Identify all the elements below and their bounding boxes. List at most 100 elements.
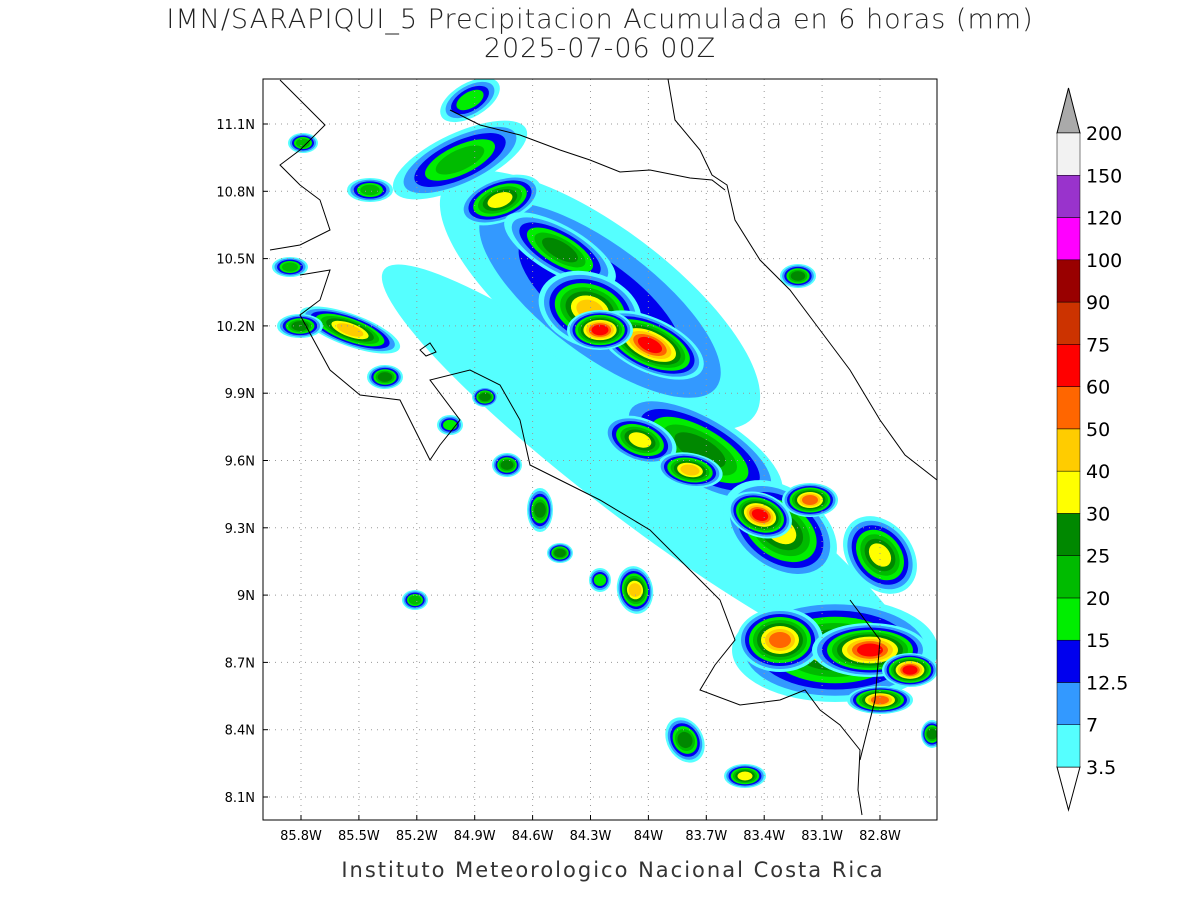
colorbar-label: 100: [1086, 250, 1122, 272]
lat-tick-label: 8.1N: [225, 791, 255, 806]
precip-contour: [593, 574, 607, 586]
colorbar-segment: [1056, 470, 1081, 514]
precip-contour: [737, 771, 753, 781]
pacific-coast: [299, 269, 863, 816]
colorbar-label: 90: [1086, 292, 1110, 314]
lon-tick-label: 83.7W: [685, 829, 727, 844]
precip-contour: [296, 138, 310, 148]
colorbar-label: 7: [1086, 715, 1098, 737]
colorbar-segment: [1056, 386, 1081, 430]
lon-tick-label: 84.6W: [512, 829, 554, 844]
lat-tick-label: 11.1N: [216, 118, 255, 133]
lon-tick-label: 83.1W: [801, 829, 843, 844]
colorbar-label: 120: [1086, 208, 1122, 230]
coastlines: [269, 79, 937, 816]
island: [419, 342, 437, 357]
lon-tick-label: 85.8W: [280, 829, 322, 844]
precip-contour: [479, 392, 491, 402]
lon-tick-label: 84.9W: [454, 829, 496, 844]
colorbar-segment: [1056, 175, 1081, 218]
colorbar-over: [1056, 87, 1081, 134]
border-east: [849, 599, 881, 761]
colorbar-label: 15: [1086, 630, 1110, 652]
precip-contour: [408, 595, 422, 605]
precip-contour: [926, 728, 937, 740]
precip-contour: [790, 271, 806, 281]
precip-contour: [868, 543, 892, 567]
colorbar-label: 3.5: [1086, 757, 1116, 779]
precip-contour: [680, 464, 700, 476]
colorbar-label: 25: [1086, 546, 1110, 568]
precip-contour: [802, 495, 818, 505]
precip-contour: [542, 237, 578, 263]
map-subtitle: 2025-07-06 00Z: [484, 33, 716, 64]
precip-contour: [534, 502, 546, 518]
precip-contour: [554, 548, 566, 558]
lon-tick-label: 82.8W: [859, 829, 901, 844]
precip-field: [272, 79, 937, 788]
lat-tick-label: 8.4N: [225, 724, 255, 739]
colorbar-label: 20: [1086, 588, 1110, 610]
lat-tick-label: 9.9N: [225, 387, 255, 402]
lat-tick-label: 8.7N: [225, 656, 255, 671]
precip-contour: [637, 336, 663, 354]
precip-contour: [487, 192, 513, 208]
map-frame: [262, 78, 938, 821]
precip-contour: [377, 372, 393, 382]
colorbar-segment: [1056, 217, 1081, 261]
colorbar: 3.5 7 12.5 15 20 25 30 40 50 60 75 90 100 120 150 200: [1056, 87, 1128, 812]
lon-tick-label: 84.3W: [570, 829, 612, 844]
footer: Instituto Meteorologico Nacional Costa R…: [341, 858, 884, 882]
precip-contour: [336, 323, 364, 337]
precip-contour: [902, 665, 918, 675]
colorbar-label: 50: [1086, 419, 1110, 441]
lat-tick-label: 9N: [237, 589, 255, 604]
grid: [263, 79, 937, 820]
colorbar-segment: [1056, 682, 1081, 725]
precip-contour: [677, 731, 693, 749]
lon-tick-label: 85.2W: [396, 829, 438, 844]
colorbar-label: 30: [1086, 503, 1110, 525]
colorbar-label: 75: [1086, 334, 1110, 356]
precip-contour: [857, 643, 883, 657]
lat-tick-label: 9.3N: [225, 522, 255, 537]
lat-tick-label: 10.8N: [216, 185, 255, 200]
precip-contour: [435, 145, 485, 175]
colorbar-segment: [1056, 301, 1081, 345]
colorbar-under: [1056, 766, 1081, 812]
axis-ticks: 85.8W 85.5W 85.2W 84.9W 84.6W 84.3W 84W 83.7W 83…: [216, 118, 901, 844]
precip-contour: [674, 432, 726, 468]
lon-tick-label: 85.5W: [338, 829, 380, 844]
colorbar-segment: [1056, 597, 1081, 641]
precip-contour: [591, 324, 609, 336]
map-title: IMN/SARAPIQUI_5 Precipitacion Acumulada …: [166, 4, 1033, 35]
colorbar-label: 150: [1086, 165, 1122, 187]
precip-contour: [360, 184, 380, 196]
colorbar-label: 40: [1086, 461, 1110, 483]
colorbar-label: 12.5: [1086, 672, 1128, 694]
colorbar-segment: [1056, 513, 1081, 556]
precip-contour: [443, 419, 457, 431]
colorbar-segment: [1056, 428, 1081, 472]
lon-tick-label: 83.4W: [743, 829, 785, 844]
lat-tick-label: 9.6N: [225, 455, 255, 470]
lon-tick-label: 84W: [634, 829, 664, 844]
colorbar-segment: [1056, 344, 1081, 387]
precip-contour: [628, 583, 642, 597]
precip-contour: [282, 262, 298, 272]
caribbean-coast: [667, 79, 937, 481]
precip-contour: [628, 432, 652, 448]
colorbar-segment: [1056, 132, 1081, 176]
coastline: [269, 79, 331, 251]
colorbar-segment: [1056, 639, 1081, 683]
border-north: [449, 109, 726, 191]
colorbar-segment: [1056, 555, 1081, 599]
colorbar-label: 200: [1086, 123, 1122, 145]
precip-contour: [769, 632, 791, 648]
lat-tick-label: 10.2N: [216, 320, 255, 335]
lat-tick-label: 10.5N: [216, 253, 255, 268]
precip-contour: [500, 460, 514, 470]
colorbar-label: 60: [1086, 377, 1110, 399]
precip-contour: [456, 89, 484, 111]
